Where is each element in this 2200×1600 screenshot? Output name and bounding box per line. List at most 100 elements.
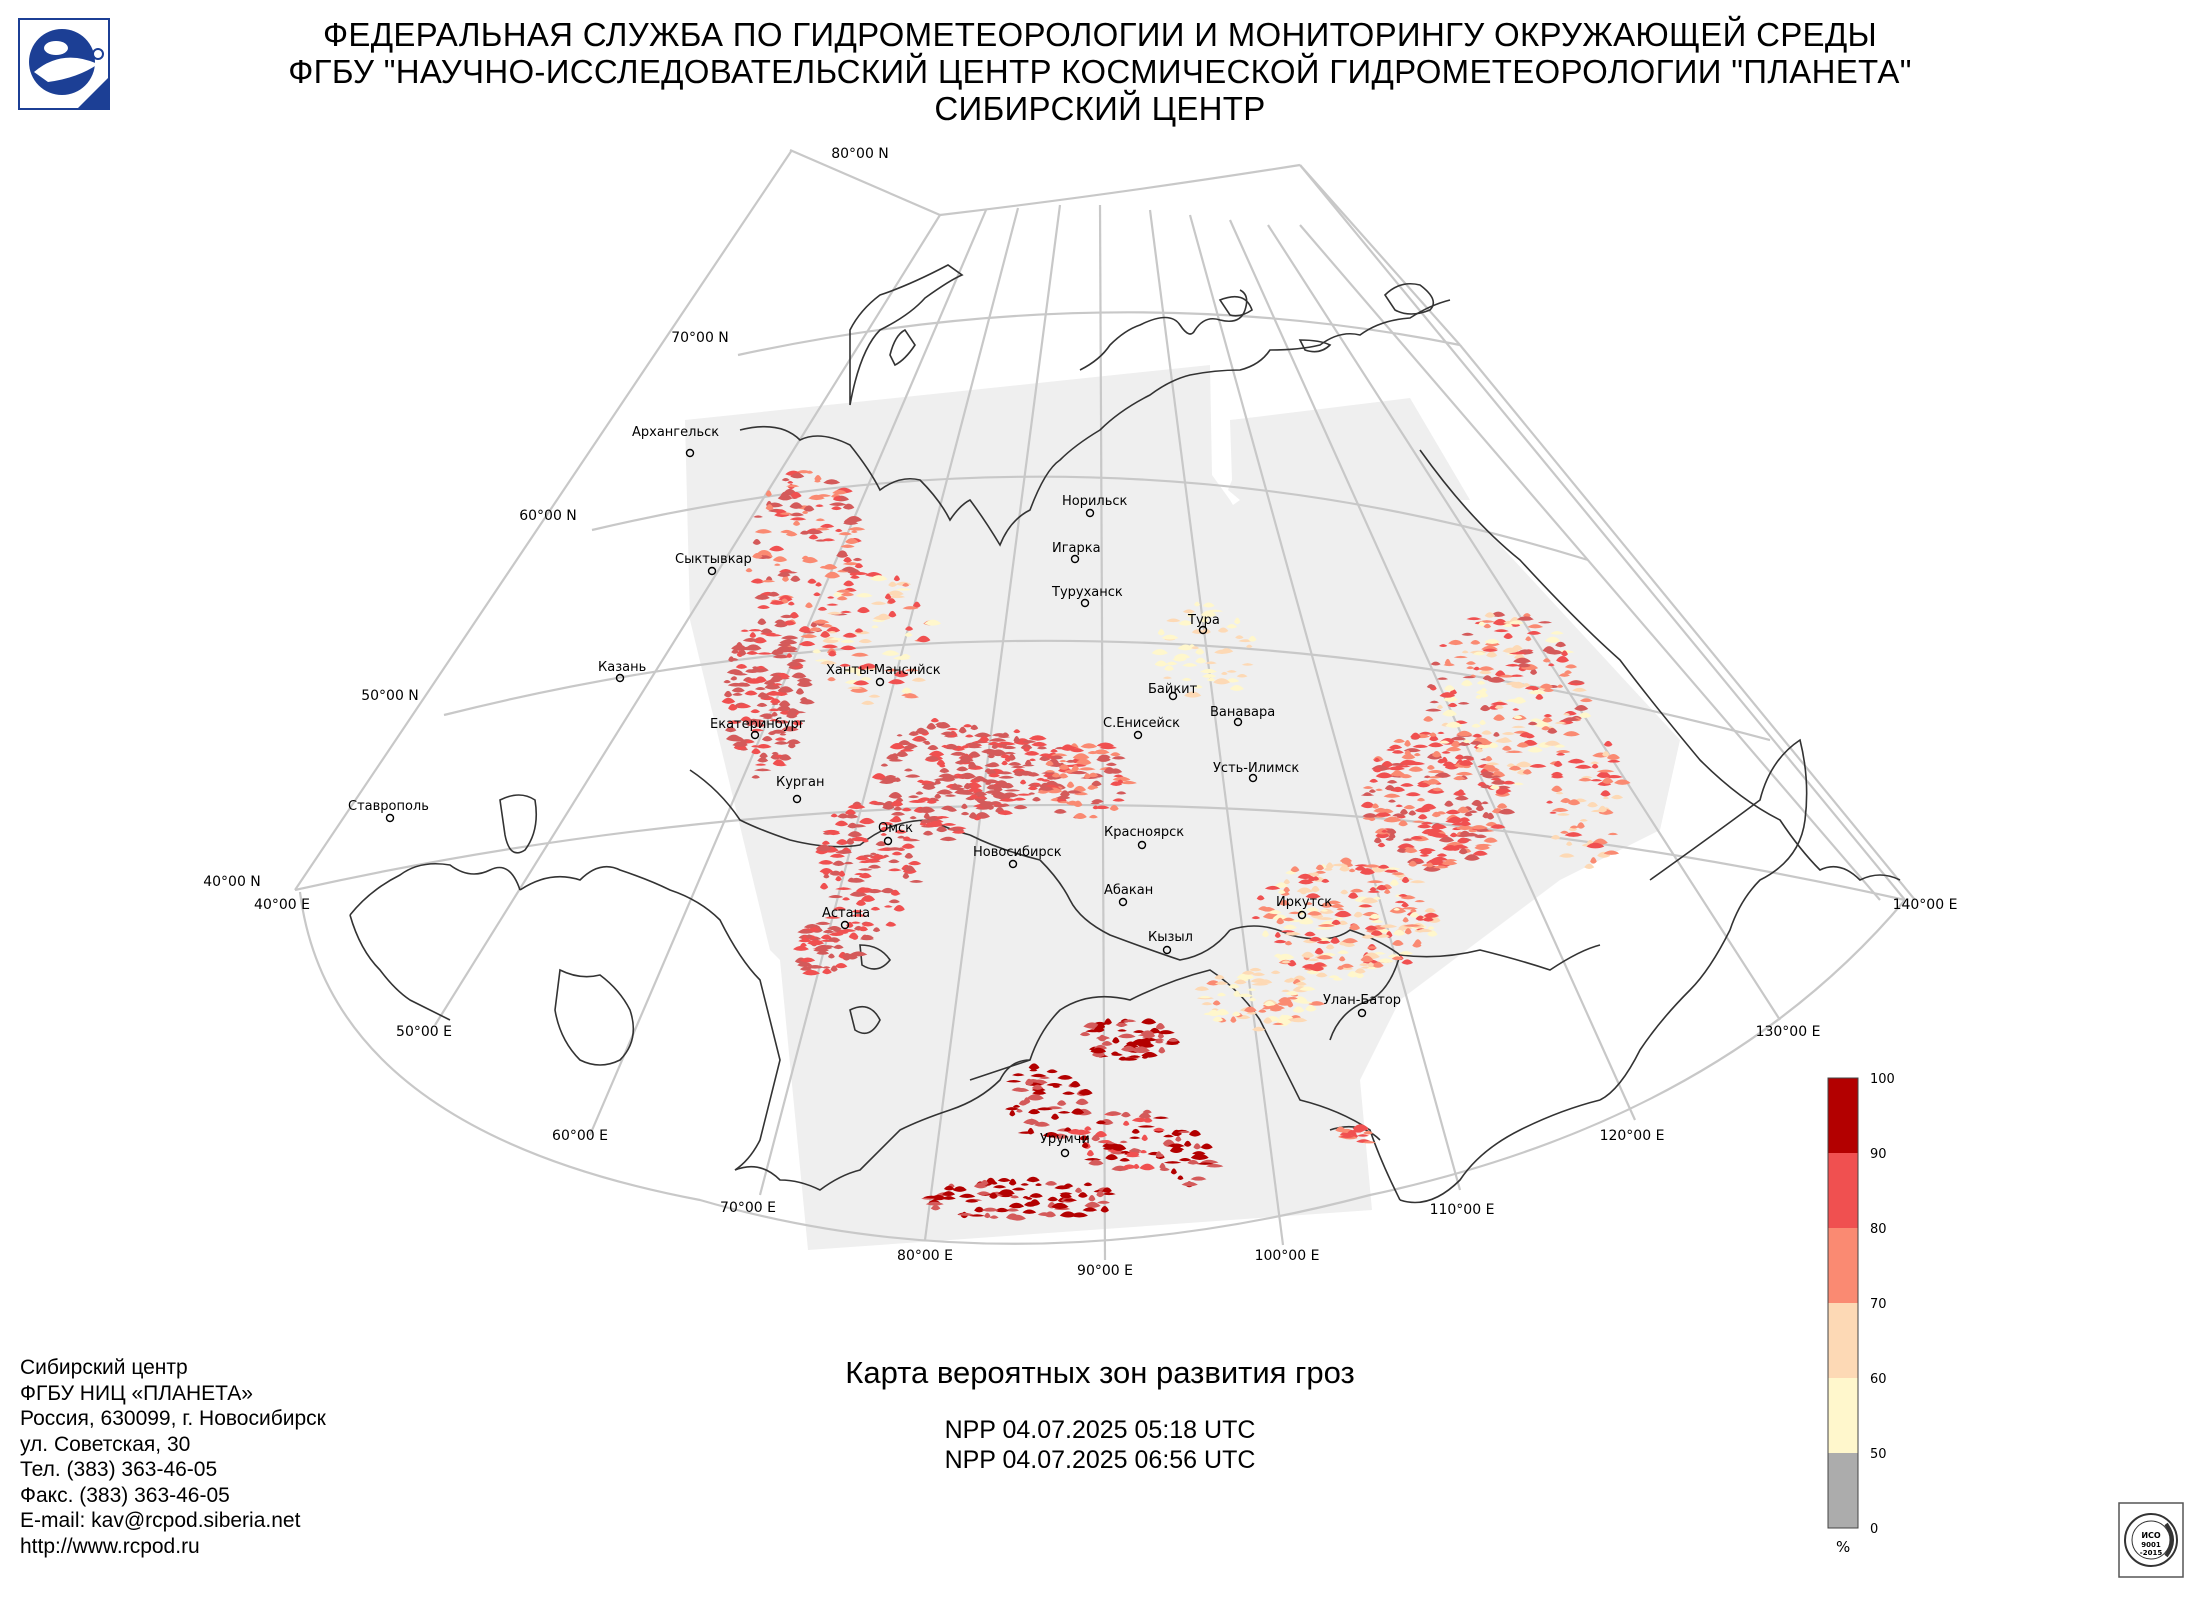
storm-patch: [916, 738, 928, 741]
storm-patch: [1438, 740, 1450, 744]
storm-patch: [820, 934, 832, 940]
storm-patch: [1059, 759, 1067, 763]
storm-patch: [1094, 805, 1110, 810]
storm-patch: [1262, 930, 1269, 938]
storm-patch: [1330, 903, 1345, 909]
storm-patch: [1112, 1037, 1120, 1044]
storm-patch: [1163, 1134, 1174, 1138]
city-baykit: Байкит: [1148, 682, 1198, 697]
storm-patch: [1347, 971, 1359, 978]
storm-patch: [1308, 1001, 1326, 1006]
storm-patch: [928, 750, 945, 757]
storm-patch: [1028, 1108, 1041, 1115]
storm-patch: [1388, 744, 1403, 750]
contact-email[interactable]: E-mail: kav@rcpod.siberia.net: [20, 1509, 301, 1532]
storm-patch: [973, 791, 988, 797]
storm-patch: [790, 709, 800, 713]
storm-patch: [1436, 704, 1444, 710]
storm-patch: [814, 479, 821, 483]
storm-patch: [1119, 1140, 1128, 1144]
storm-patch: [888, 595, 906, 599]
storm-patch: [761, 579, 776, 583]
storm-patch: [842, 562, 861, 566]
storm-patch: [1251, 1026, 1266, 1032]
storm-patch: [826, 603, 839, 606]
storm-patch: [836, 589, 852, 593]
storm-patch: [1442, 709, 1457, 717]
storm-patch: [934, 779, 942, 785]
storm-patch: [1071, 764, 1080, 772]
storm-patch: [855, 899, 867, 906]
storm-patch: [1121, 1111, 1131, 1118]
storm-patch: [1480, 704, 1491, 712]
storm-patch: [1539, 683, 1554, 689]
storm-patch: [1483, 623, 1492, 629]
storm-patch: [1564, 664, 1578, 669]
storm-patch: [1195, 657, 1207, 664]
lon-label-60: 60°00 E: [552, 1128, 608, 1144]
storm-patch: [1057, 1074, 1073, 1080]
lat-label-80: 80°00 N: [831, 146, 889, 162]
storm-patch: [1360, 801, 1375, 809]
storm-patch: [1039, 786, 1054, 791]
storm-patch: [943, 1185, 955, 1191]
svg-text:-2015: -2015: [2140, 1549, 2163, 1557]
colorbar-segment-50-60: [1828, 1378, 1858, 1453]
storm-patch: [1375, 788, 1383, 791]
storm-patch: [1418, 848, 1436, 852]
storm-patch: [1194, 986, 1210, 991]
storm-patch: [1373, 807, 1389, 813]
storm-patch: [1008, 761, 1022, 766]
storm-patch: [1339, 865, 1350, 872]
storm-patch: [1316, 917, 1335, 921]
storm-patch: [1490, 777, 1502, 781]
storm-patch: [1026, 1176, 1040, 1183]
storm-patch: [849, 824, 867, 828]
storm-patch: [1471, 723, 1481, 728]
storm-patch: [958, 726, 967, 734]
storm-patch: [1457, 702, 1470, 705]
city-irkutsk: Иркутск: [1276, 895, 1332, 910]
storm-patch: [828, 953, 835, 959]
storm-patch: [1010, 1195, 1019, 1199]
storm-patch: [954, 760, 964, 765]
storm-patch: [732, 692, 743, 696]
storm-patch: [761, 736, 773, 742]
storm-patch: [1023, 746, 1030, 752]
storm-patch: [757, 605, 770, 609]
storm-patch: [1314, 927, 1333, 930]
storm-patch: [989, 738, 1007, 742]
storm-patch: [1000, 803, 1010, 807]
storm-patch: [1402, 917, 1409, 923]
storm-patch: [934, 816, 950, 819]
storm-patch: [1246, 644, 1253, 648]
storm-patch: [1194, 601, 1201, 607]
storm-patch: [861, 922, 875, 927]
storm-patch: [1281, 989, 1291, 993]
storm-patch: [958, 1193, 976, 1198]
storm-patch: [890, 811, 906, 816]
storm-patch: [1011, 1187, 1026, 1191]
storm-patch: [1422, 916, 1434, 922]
storm-patch: [1106, 1141, 1116, 1145]
storm-patch: [1550, 834, 1561, 840]
storm-patch: [741, 646, 755, 651]
storm-patch: [1284, 940, 1293, 946]
storm-patch: [1381, 829, 1388, 833]
storm-patch: [1108, 1143, 1121, 1148]
lon-label-40: 40°00 E: [254, 897, 310, 913]
storm-patch: [887, 868, 902, 872]
storm-patch: [1261, 1006, 1271, 1010]
contact-website[interactable]: http://www.rcpod.ru: [20, 1534, 200, 1558]
storm-patch: [1087, 751, 1099, 755]
storm-patch: [1281, 960, 1291, 964]
storm-patch: [1032, 797, 1041, 802]
storm-patch: [856, 887, 870, 893]
city-tura: Тура: [1187, 613, 1220, 628]
storm-patch: [1366, 946, 1378, 949]
storm-patch: [1551, 807, 1569, 813]
storm-patch: [1140, 1030, 1155, 1036]
storm-patch: [781, 571, 798, 574]
storm-patch: [930, 718, 939, 723]
